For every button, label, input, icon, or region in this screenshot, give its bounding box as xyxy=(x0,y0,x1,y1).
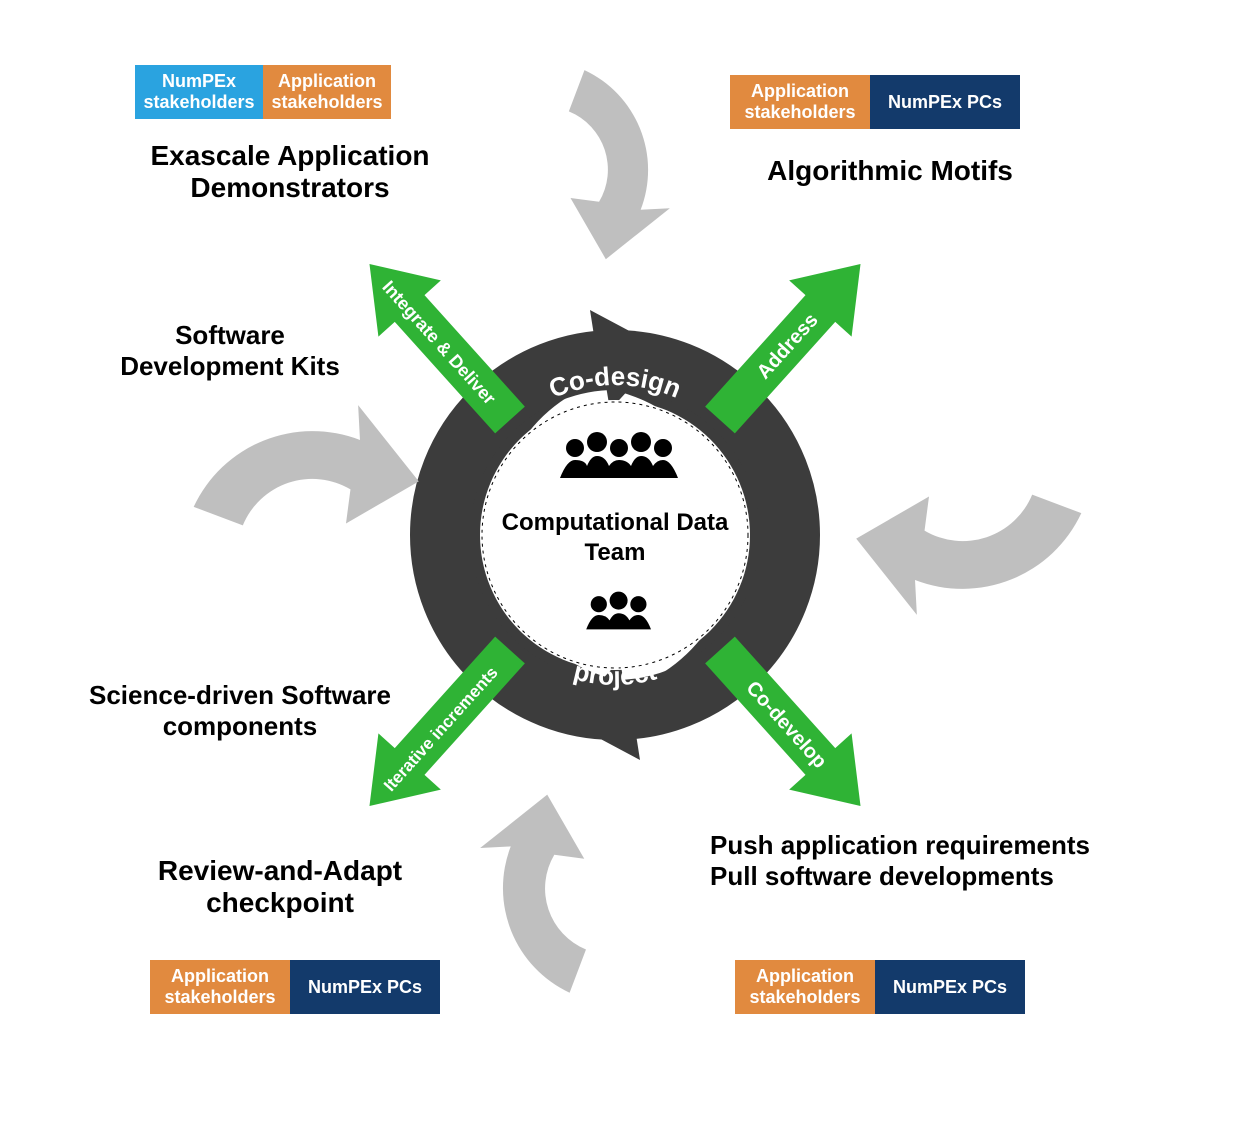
arrow-address: Address xyxy=(689,236,892,448)
badge-bottom-left: Application stakeholders NumPEx PCs xyxy=(150,960,440,1014)
badge-top-right: Application stakeholders NumPEx PCs xyxy=(730,75,1020,129)
gray-arrow-top xyxy=(529,69,702,273)
badge-application-stakeholders: Application stakeholders xyxy=(735,960,875,1014)
badge-numpex-pcs: NumPEx PCs xyxy=(875,960,1025,1014)
label-algorithmic-motifs: Algorithmic Motifs xyxy=(730,155,1050,187)
badge-numpex-pcs: NumPEx PCs xyxy=(290,960,440,1014)
arrow-integrate-label: Integrate & Deliver xyxy=(378,277,499,409)
gray-arrow-right xyxy=(840,447,1083,653)
label-sdk: Software Development Kits xyxy=(100,320,360,382)
label-science-components: Science-driven Software components xyxy=(80,680,400,742)
badge-numpex-stakeholders: NumPEx stakeholders xyxy=(135,65,263,119)
gray-arrow-left xyxy=(193,367,436,573)
label-push-pull: Push application requirements Pull softw… xyxy=(710,830,1150,892)
badge-application-stakeholders: Application stakeholders xyxy=(730,75,870,129)
arrow-codevelop: Co-develop xyxy=(689,622,892,834)
codesign-cycle-diagram: Co-design project Computational Data Tea… xyxy=(0,0,1250,1129)
center-line2: Team xyxy=(585,539,646,566)
label-exascale-demonstrators: Exascale Application Demonstrators xyxy=(130,140,450,204)
badge-application-stakeholders: Application stakeholders xyxy=(263,65,391,119)
center-line1: Computational Data xyxy=(502,509,729,536)
badge-top-left: NumPEx stakeholders Application stakehol… xyxy=(135,65,391,119)
label-review-adapt: Review-and-Adapt checkpoint xyxy=(120,855,440,919)
arrow-integrate: Integrate & Deliver xyxy=(338,236,541,448)
badge-application-stakeholders: Application stakeholders xyxy=(150,960,290,1014)
gray-arrow-bottom xyxy=(446,780,628,993)
badge-numpex-pcs: NumPEx PCs xyxy=(870,75,1020,129)
badge-bottom-right: Application stakeholders NumPEx PCs xyxy=(735,960,1025,1014)
arrow-codevelop-label: Co-develop xyxy=(742,677,831,773)
